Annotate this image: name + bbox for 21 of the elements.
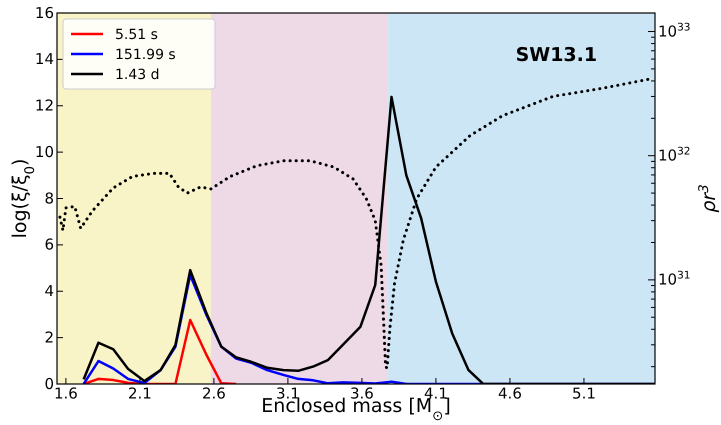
x-tick-label: 1.6 bbox=[54, 384, 78, 403]
x-tick-label: 2.6 bbox=[202, 384, 226, 403]
y2-tick-label: 10$^{33}$ bbox=[658, 21, 690, 40]
y-tick-label: 16 bbox=[34, 4, 54, 22]
y-tick-label: 6 bbox=[44, 236, 54, 254]
y2-tick-label: 10$^{31}$ bbox=[658, 270, 690, 289]
y-tick-label: 12 bbox=[34, 96, 54, 115]
y-tick-label: 10 bbox=[34, 142, 54, 161]
y-tick-label: 14 bbox=[34, 50, 54, 68]
legend-label: 5.51 s bbox=[115, 27, 158, 43]
x-tick-label: 2.1 bbox=[128, 384, 152, 403]
y-tick-label: 4 bbox=[44, 282, 54, 300]
y-tick-label: 8 bbox=[44, 189, 54, 208]
legend-label: 1.43 d bbox=[115, 67, 160, 83]
x-tick-label: 5.1 bbox=[572, 384, 596, 403]
y2-tick-label: 10$^{32}$ bbox=[658, 146, 690, 164]
annotation: SW13.1 bbox=[516, 44, 598, 66]
y-tick-label: 2 bbox=[44, 328, 54, 346]
x-tick-label: 4.6 bbox=[498, 384, 522, 403]
legend-label: 151.99 s bbox=[115, 47, 176, 63]
y-tick-label: 0 bbox=[44, 374, 54, 393]
